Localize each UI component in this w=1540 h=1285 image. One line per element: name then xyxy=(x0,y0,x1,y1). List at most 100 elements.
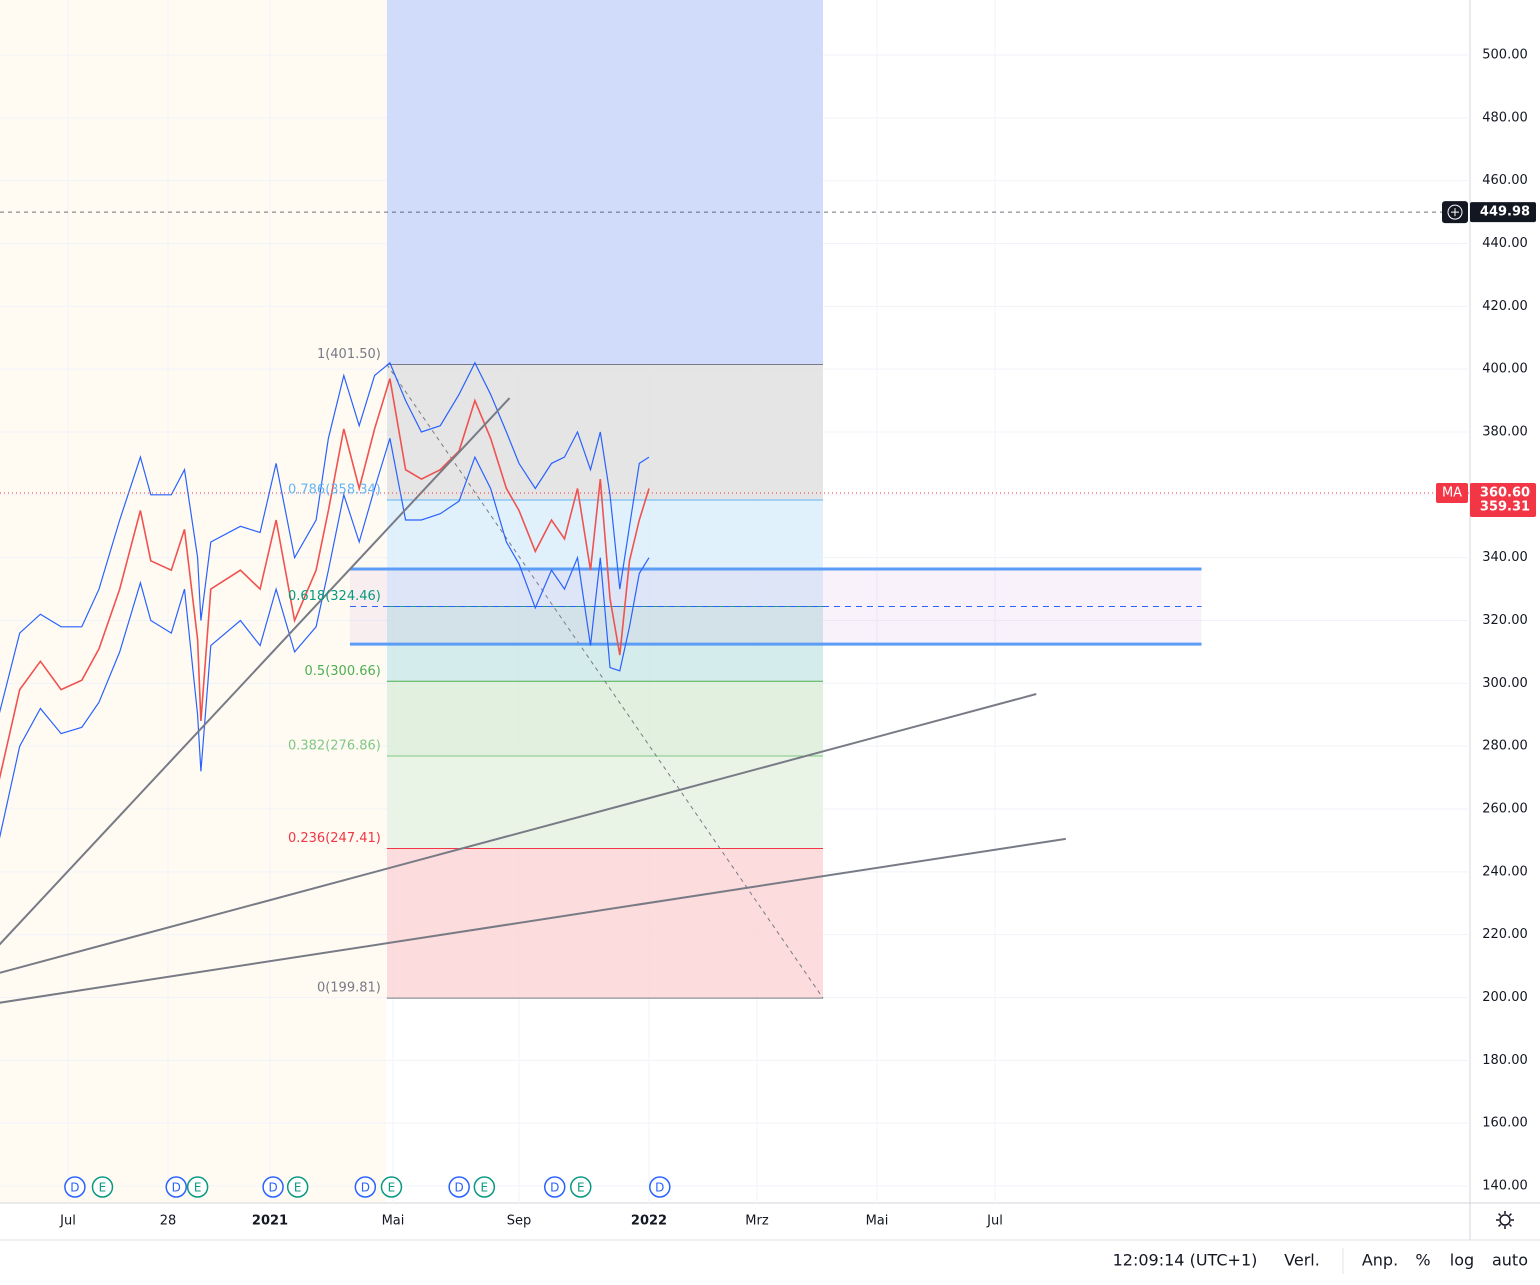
price-label: 359.31 xyxy=(1480,500,1530,515)
event-label: D xyxy=(70,1181,79,1195)
plot-area xyxy=(0,0,1470,1203)
event-marker[interactable]: E xyxy=(380,1176,403,1198)
price-line xyxy=(0,378,650,780)
event-marker[interactable]: D xyxy=(165,1176,187,1198)
status-button[interactable]: log xyxy=(1450,1251,1474,1270)
y-tick-label: 260.00 xyxy=(1482,802,1528,817)
trendline xyxy=(0,837,1066,1004)
price-label-bg xyxy=(1470,497,1536,518)
fib-label: 0(199.81) xyxy=(317,981,381,996)
event-marker[interactable]: E xyxy=(473,1176,496,1198)
y-tick-label: 300.00 xyxy=(1482,676,1528,691)
event-marker[interactable]: D xyxy=(354,1176,377,1198)
x-tick-label: Mai xyxy=(866,1214,889,1229)
trendline xyxy=(0,397,511,946)
price-line xyxy=(0,438,650,839)
fib-label: 0.5(300.66) xyxy=(305,664,381,679)
y-tick-label: 480.00 xyxy=(1482,110,1528,125)
price-line xyxy=(0,361,650,714)
fib-zone xyxy=(386,848,823,999)
event-label: E xyxy=(99,1181,107,1195)
event-circle xyxy=(165,1176,187,1198)
x-tick-label: 2021 xyxy=(252,1214,288,1229)
event-marker[interactable]: D xyxy=(649,1176,671,1198)
event-circle xyxy=(64,1176,86,1198)
y-tick-label: 160.00 xyxy=(1482,1116,1528,1131)
y-tick-label: 180.00 xyxy=(1482,1053,1528,1068)
event-label: D xyxy=(172,1181,181,1195)
fib-label: 0.236(247.41) xyxy=(288,831,381,846)
y-tick-label: 500.00 xyxy=(1482,48,1528,63)
x-tick-label: 28 xyxy=(160,1214,177,1229)
fib-label: 0.382(276.86) xyxy=(288,739,381,754)
y-tick-label: 460.00 xyxy=(1482,173,1528,188)
fib-extension-zone xyxy=(386,0,823,365)
event-label: E xyxy=(577,1181,585,1195)
button-icon xyxy=(1447,204,1463,220)
event-label: E xyxy=(194,1181,202,1195)
fib-zone xyxy=(386,500,823,607)
event-label: D xyxy=(268,1181,277,1195)
event-circle xyxy=(186,1176,209,1198)
event-marker[interactable]: D xyxy=(262,1176,284,1198)
x-tick-label: Mrz xyxy=(745,1214,769,1229)
event-label: D xyxy=(361,1181,370,1195)
event-marker[interactable]: D xyxy=(448,1176,470,1198)
y-tick-label: 140.00 xyxy=(1482,1179,1528,1194)
event-label: D xyxy=(550,1181,559,1195)
button-icon xyxy=(1451,208,1459,217)
event-circle xyxy=(354,1176,377,1198)
x-tick-label: Jul xyxy=(59,1214,76,1229)
event-marker[interactable]: E xyxy=(570,1176,592,1198)
price-label: 360.60 xyxy=(1480,485,1530,500)
event-marker[interactable]: E xyxy=(91,1176,114,1198)
event-circle xyxy=(544,1176,566,1198)
event-marker[interactable]: D xyxy=(544,1176,566,1198)
event-circle xyxy=(91,1176,114,1198)
status-button[interactable]: auto xyxy=(1492,1251,1528,1270)
status-button[interactable]: Anp. xyxy=(1362,1251,1398,1270)
fib-label: 0.618(324.46) xyxy=(288,589,381,604)
event-circle xyxy=(262,1176,284,1198)
fib-label: 0.786(358.34) xyxy=(288,483,381,498)
add-alert-button[interactable] xyxy=(1442,201,1468,224)
x-tick-label: Mai xyxy=(382,1214,405,1229)
status-time[interactable]: 12:09:14 (UTC+1) xyxy=(1113,1251,1258,1270)
y-tick-label: 240.00 xyxy=(1482,864,1528,879)
event-marker[interactable]: D xyxy=(64,1176,86,1198)
x-tick-label: 2022 xyxy=(631,1214,667,1229)
status-button[interactable]: Verl. xyxy=(1284,1251,1320,1270)
event-circle xyxy=(448,1176,470,1198)
price-tag: MA xyxy=(1442,485,1462,500)
zone-fill xyxy=(349,568,1202,645)
event-marker[interactable]: E xyxy=(186,1176,209,1198)
tag-bg xyxy=(1436,482,1468,503)
event-circle xyxy=(380,1176,403,1198)
y-tick-label: 320.00 xyxy=(1482,613,1528,628)
event-label: E xyxy=(294,1181,302,1195)
trendline xyxy=(0,693,1037,974)
price-label-bg xyxy=(1470,202,1536,223)
y-tick-label: 280.00 xyxy=(1482,739,1528,754)
y-tick-label: 420.00 xyxy=(1482,299,1528,314)
fib-zone xyxy=(386,364,823,501)
y-tick-label: 440.00 xyxy=(1482,236,1528,251)
event-label: D xyxy=(655,1181,664,1195)
settings-icon[interactable] xyxy=(1496,1211,1514,1229)
event-marker[interactable]: E xyxy=(286,1176,309,1198)
y-tick-label: 400.00 xyxy=(1482,362,1528,377)
x-tick-label: Sep xyxy=(507,1214,532,1229)
fib-label: 1(401.50) xyxy=(317,347,381,362)
status-button[interactable]: % xyxy=(1415,1251,1430,1270)
event-circle xyxy=(570,1176,592,1198)
fib-trend xyxy=(386,364,824,999)
y-tick-label: 200.00 xyxy=(1482,990,1528,1005)
event-label: E xyxy=(481,1181,489,1195)
fib-zone xyxy=(386,681,823,757)
x-tick-label: Jul xyxy=(986,1214,1003,1229)
event-label: D xyxy=(455,1181,464,1195)
y-tick-label: 220.00 xyxy=(1482,927,1528,942)
event-circle xyxy=(649,1176,671,1198)
y-tick-label: 340.00 xyxy=(1482,550,1528,565)
price-label: 449.98 xyxy=(1480,205,1530,220)
